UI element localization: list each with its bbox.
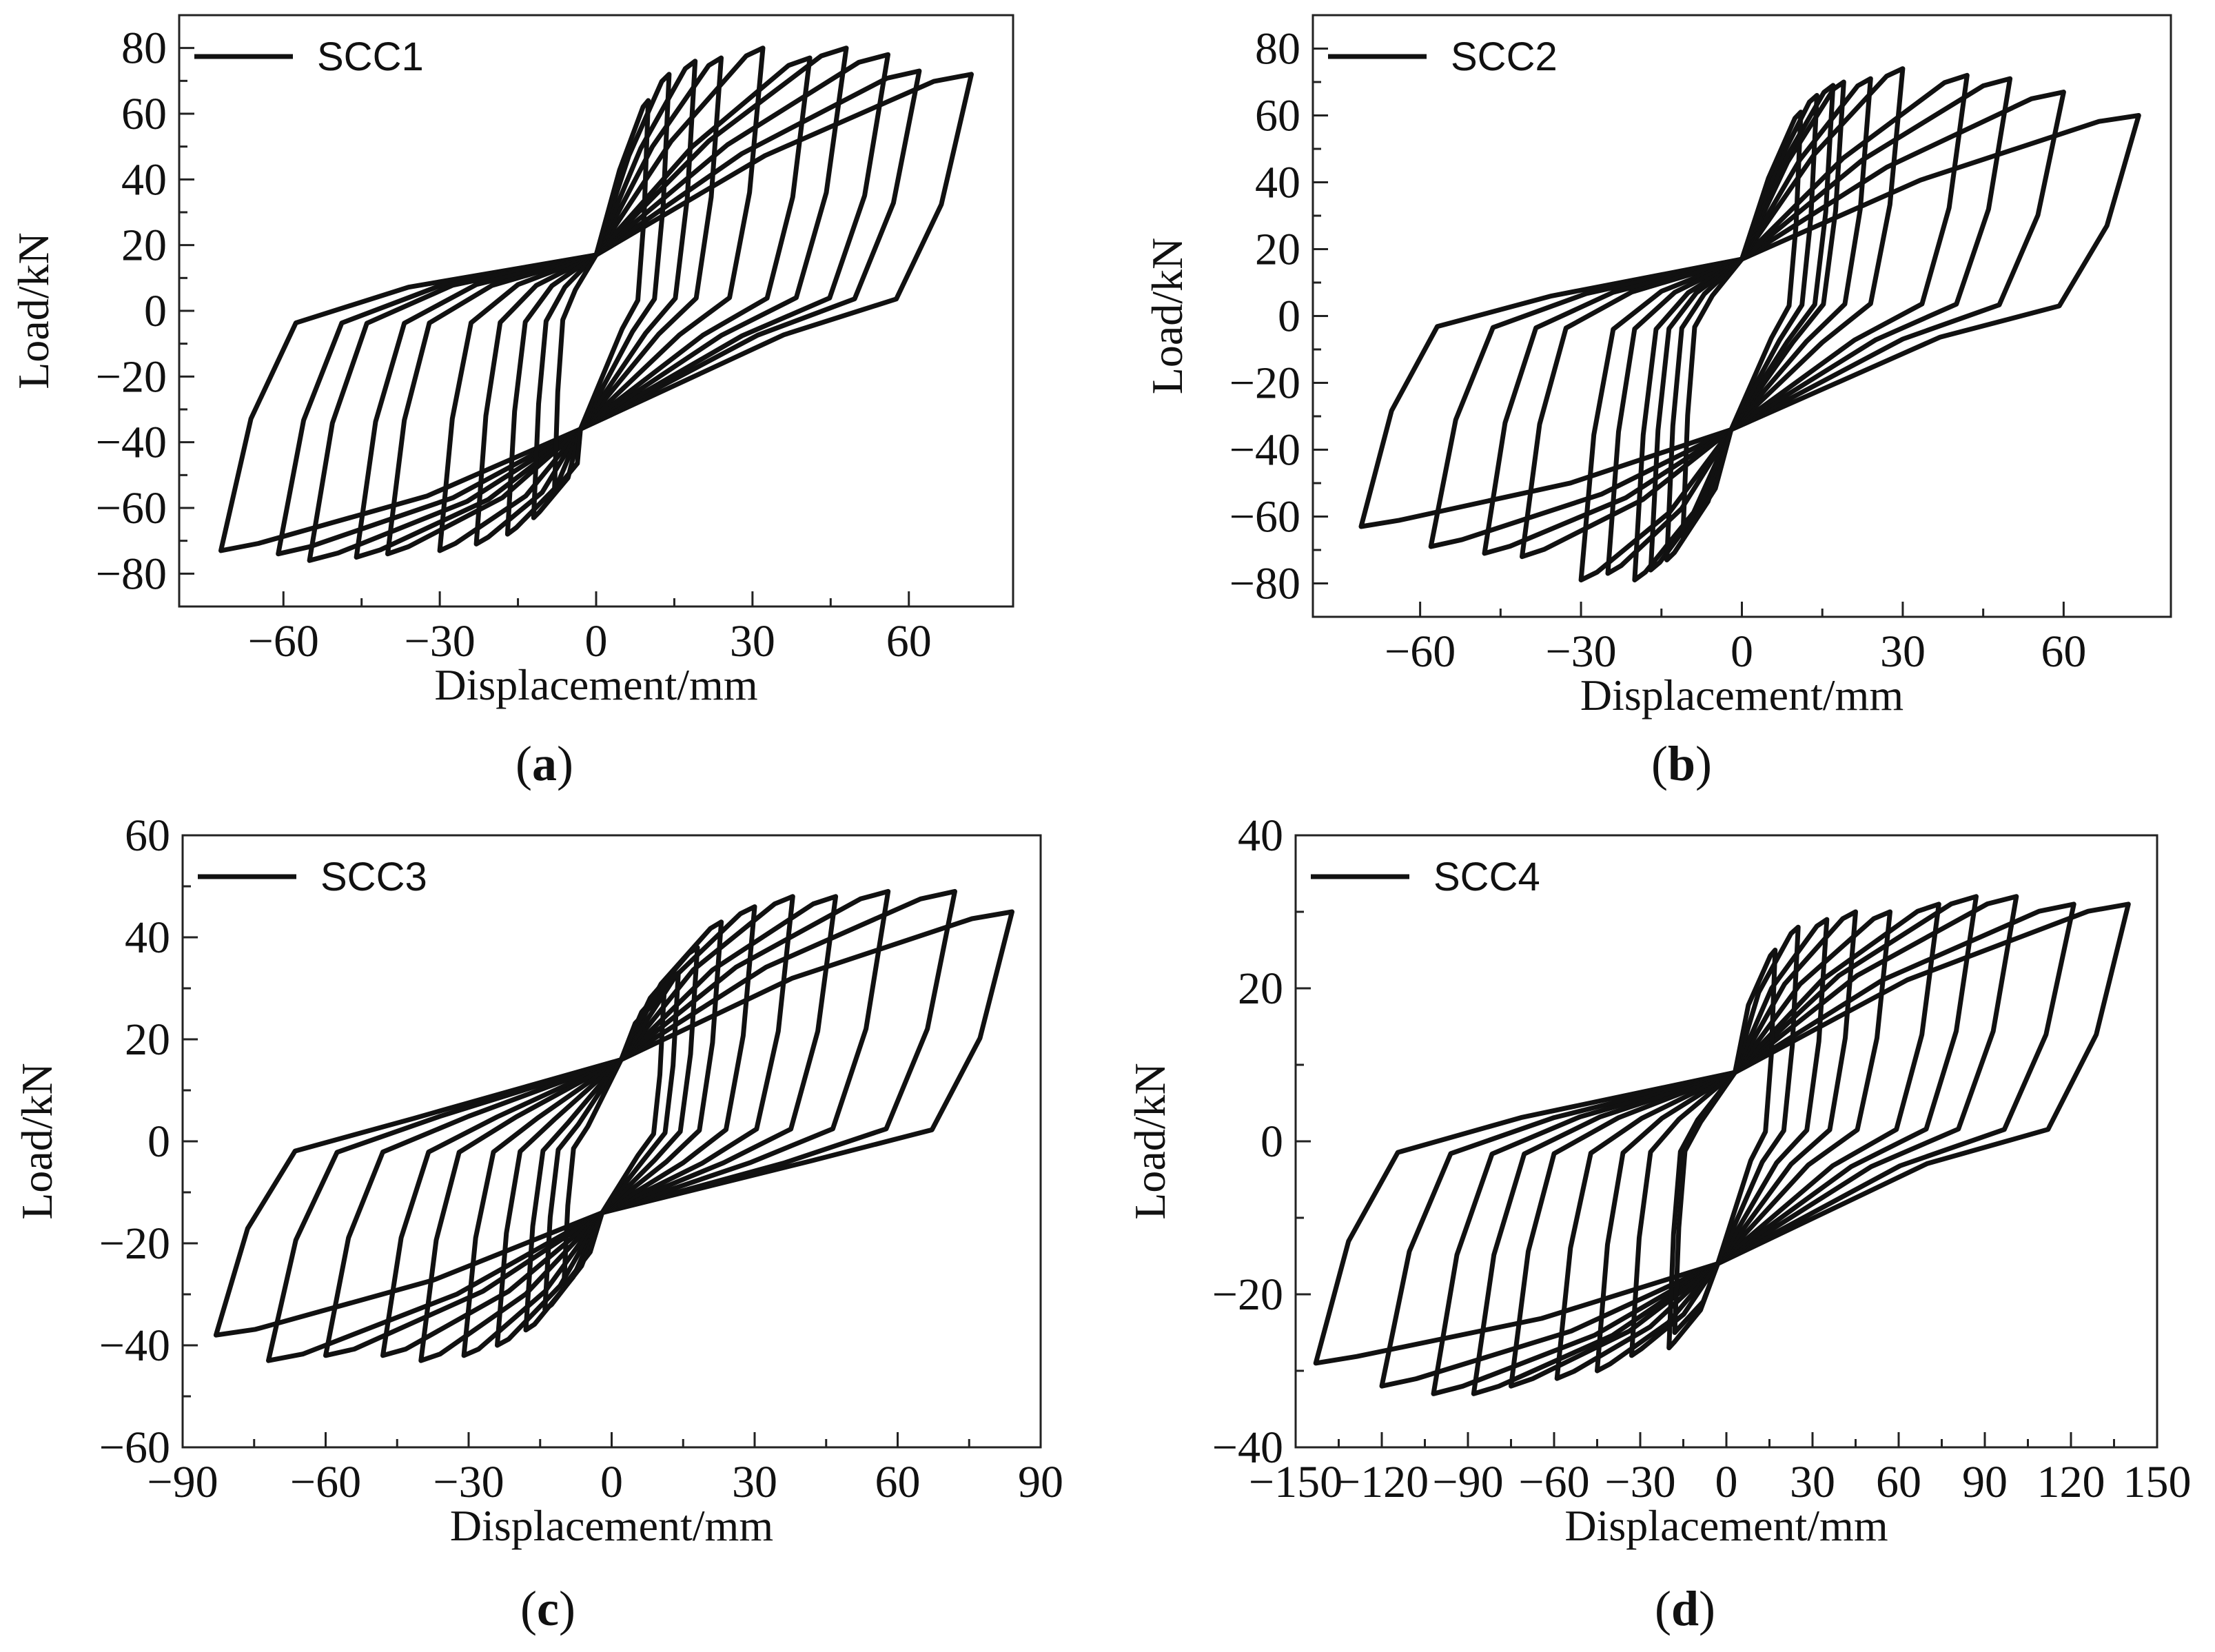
hysteresis-loop-10	[561, 990, 667, 1287]
y-tick-label: 80	[121, 23, 167, 74]
axis-ticks-b	[1313, 48, 2065, 617]
y-tick-label: 40	[121, 154, 167, 205]
x-tick-label: −60	[290, 1457, 361, 1507]
y-tick-label: −40	[1212, 1422, 1283, 1473]
x-tick-label: 60	[886, 616, 932, 666]
hysteresis-curves-c	[213, 888, 1014, 1363]
y-tick-label: 40	[1238, 810, 1283, 861]
x-axis-title-b: Displacement/mm	[1580, 671, 1903, 720]
y-tick-label: −40	[1229, 425, 1300, 476]
x-tick-label: −30	[1545, 626, 1616, 677]
y-tick-label: 20	[1255, 225, 1300, 275]
legend-label-c: SCC3	[320, 855, 427, 899]
hysteresis-curves-b	[1358, 66, 2141, 583]
x-tick-labels-d: −150−120 −90 −60 −30 0 30 60 90 120 150	[1249, 1457, 2192, 1507]
y-tick-label: −40	[99, 1320, 170, 1371]
x-tick-label: 0	[1731, 626, 1753, 677]
x-tick-label: −60	[248, 616, 319, 666]
y-tick-labels-d: −40 −20 0 20 40	[1212, 810, 1283, 1473]
x-axis-title-c: Displacement/mm	[450, 1501, 773, 1550]
y-tick-labels-c: −60 −40 −20 0 20 40 60	[99, 810, 170, 1473]
y-tick-label: 20	[1238, 963, 1283, 1014]
chart-panel-a: −60 −30 0 30 60 −80 −60 −40 −20 0 20 40 60 80 SCC1 D…	[9, 14, 1014, 791]
axis-ticks-d	[1294, 834, 2158, 1449]
y-tick-label: 60	[1255, 91, 1300, 141]
x-tick-label: 30	[732, 1457, 777, 1507]
x-tick-label: 90	[1018, 1457, 1063, 1507]
legend-label-b: SCC2	[1451, 34, 1558, 79]
y-tick-label: 20	[121, 221, 167, 271]
y-tick-label: −60	[1229, 492, 1300, 542]
y-tick-label: 60	[125, 810, 170, 861]
x-tick-label: 0	[600, 1457, 623, 1507]
hysteresis-curves-d	[1313, 894, 2131, 1396]
y-tick-label: 60	[121, 89, 167, 139]
chart-panel-b: −60 −30 0 30 60 −80 −60 −40 −20 0 20 40 60 80 SCC2 D…	[1143, 14, 2172, 791]
y-tick-label: −80	[1229, 559, 1300, 609]
legend-label-d: SCC4	[1433, 855, 1540, 899]
x-tick-label: −30	[433, 1457, 504, 1507]
x-tick-labels-c: −90 −60 −30 0 30 60 90	[147, 1457, 1063, 1507]
x-tick-labels-a: −60 −30 0 30 60	[248, 616, 932, 666]
chart-panel-d: −150−120 −90 −60 −30 0 30 60 90 120 150 −40 −20 0 20…	[1125, 810, 2192, 1636]
x-tick-label: 90	[1962, 1457, 2008, 1507]
x-axis-title-a: Displacement/mm	[434, 660, 757, 709]
y-tick-label: 40	[125, 912, 170, 963]
x-tick-label: 30	[730, 616, 775, 666]
axis-ticks-c	[181, 834, 1042, 1449]
x-tick-label: −150	[1249, 1457, 1343, 1507]
hysteresis-loop-10	[1672, 948, 1778, 1335]
y-tick-label: −20	[1229, 358, 1300, 409]
x-tick-label: −120	[1335, 1457, 1429, 1507]
y-tick-label: −60	[99, 1422, 170, 1473]
y-tick-label: 0	[1278, 292, 1300, 342]
panel-label-a: (a)	[516, 736, 573, 791]
x-tick-label: −60	[1385, 626, 1456, 677]
hysteresis-loop-10	[1680, 110, 1804, 540]
y-tick-label: −20	[1212, 1269, 1283, 1320]
panel-label-d: (d)	[1655, 1581, 1715, 1636]
y-tick-label: 20	[125, 1014, 170, 1065]
x-tick-label: −60	[1518, 1457, 1589, 1507]
x-tick-label: −30	[405, 616, 476, 666]
y-tick-label: −40	[96, 418, 167, 468]
panel-label-b: (b)	[1651, 736, 1712, 791]
x-tick-label: 150	[2123, 1457, 2192, 1507]
x-tick-label: 60	[2041, 626, 2086, 677]
x-tick-label: 0	[1715, 1457, 1738, 1507]
x-tick-label: −90	[147, 1457, 218, 1507]
x-tick-label: −90	[1432, 1457, 1503, 1507]
panel-label-c: (c)	[520, 1581, 575, 1636]
y-axis-title-c: Load/kN	[12, 1063, 61, 1220]
y-tick-label: 40	[1255, 158, 1300, 208]
y-axis-title-b: Load/kN	[1143, 238, 1192, 395]
x-tick-label: 60	[1876, 1457, 1921, 1507]
x-tick-label: 30	[1880, 626, 1926, 677]
y-tick-label: 0	[147, 1116, 170, 1167]
x-tick-labels-b: −60 −30 0 30 60	[1385, 626, 2086, 677]
x-tick-label: 120	[2037, 1457, 2105, 1507]
y-axis-title-a: Load/kN	[9, 232, 58, 389]
y-tick-label: −60	[96, 483, 167, 533]
y-tick-label: 0	[1260, 1116, 1283, 1167]
y-tick-label: −80	[96, 549, 167, 599]
y-tick-labels-b: −80 −60 −40 −20 0 20 40 60 80	[1229, 24, 1300, 609]
y-tick-label: 0	[144, 286, 167, 336]
legend-label-a: SCC1	[317, 34, 424, 79]
x-tick-label: 30	[1790, 1457, 1835, 1507]
y-tick-label: −20	[96, 351, 167, 402]
x-tick-label: 60	[875, 1457, 921, 1507]
hysteresis-curves-a	[218, 45, 974, 563]
y-tick-label: −20	[99, 1218, 170, 1269]
y-tick-labels-a: −80 −60 −40 −20 0 20 40 60 80	[96, 23, 167, 600]
y-axis-title-d: Load/kN	[1125, 1063, 1174, 1220]
x-axis-title-d: Displacement/mm	[1564, 1501, 1888, 1550]
y-tick-label: 80	[1255, 24, 1300, 74]
hysteresis-loop-10	[552, 98, 651, 494]
x-tick-label: 0	[585, 616, 608, 666]
x-tick-label: −30	[1604, 1457, 1675, 1507]
axis-ticks-a	[179, 47, 910, 606]
